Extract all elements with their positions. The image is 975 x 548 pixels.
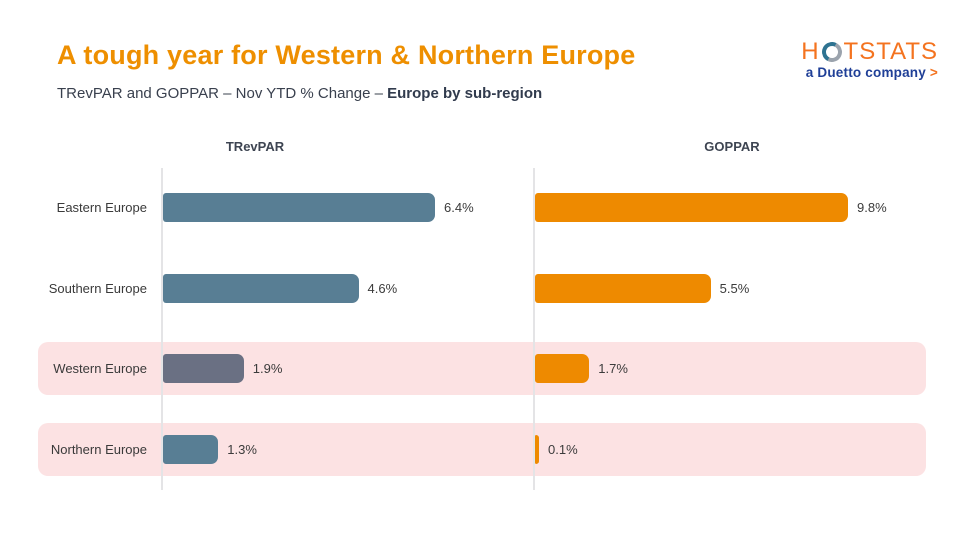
- category-label-northern-europe: Northern Europe: [50, 441, 147, 457]
- goppar-value-label-southern-europe: 5.5%: [719, 280, 750, 296]
- trevpar-value-label-northern-europe: 1.3%: [227, 441, 257, 457]
- goppar-value-label-eastern-europe: 9.8%: [857, 200, 887, 215]
- page-title: A tough year for Western & Northern Euro…: [57, 40, 636, 70]
- axis-line-goppar: [533, 168, 535, 490]
- goppar-bar-western-europe: [535, 354, 590, 384]
- wordmark-rest: TSTATS: [843, 38, 938, 65]
- wordmark-h: H: [801, 38, 820, 65]
- subtitle-bold: Europe by sub-region: [387, 85, 543, 102]
- logo-tagline: a Duetto company >: [805, 65, 938, 80]
- hotstats-wordmark: H TSTATS: [801, 38, 938, 65]
- chart-subtitle: TRevPAR and GOPPAR – Nov YTD % Change – …: [57, 85, 757, 102]
- goppar-bar-southern-europe: [535, 273, 711, 303]
- goppar-value-label-northern-europe: 0.1%: [548, 441, 578, 457]
- category-label-western-europe: Western Europe: [53, 361, 147, 377]
- logo-o-ring-icon: [818, 39, 845, 65]
- goppar-bar-northern-europe: [535, 434, 539, 464]
- trevpar-bar-northern-europe: [163, 434, 219, 464]
- axis-line-trevpar: [161, 168, 163, 490]
- trevpar-bar-eastern-europe: [163, 193, 435, 222]
- trevpar-bar-western-europe: [163, 354, 244, 384]
- trevpar-value-label-eastern-europe: 6.4%: [444, 200, 474, 215]
- category-label-eastern-europe: Eastern Europe: [56, 200, 147, 215]
- panel-header-goppar: GOPPAR: [704, 139, 760, 154]
- goppar-value-label-western-europe: 1.7%: [598, 361, 628, 377]
- goppar-bar-eastern-europe: [535, 193, 848, 222]
- trevpar-bar-southern-europe: [163, 273, 359, 303]
- category-label-southern-europe: Southern Europe: [48, 280, 147, 296]
- trevpar-value-label-southern-europe: 4.6%: [367, 280, 398, 296]
- panel-header-trevpar: TRevPAR: [225, 139, 285, 154]
- chevron-right-icon: >: [929, 65, 938, 80]
- hotstats-logo: H TSTATS a Duetto company >: [801, 38, 938, 80]
- trevpar-value-label-western-europe: 1.9%: [252, 361, 283, 377]
- subtitle-regular: TRevPAR and GOPPAR – Nov YTD % Change –: [57, 85, 388, 102]
